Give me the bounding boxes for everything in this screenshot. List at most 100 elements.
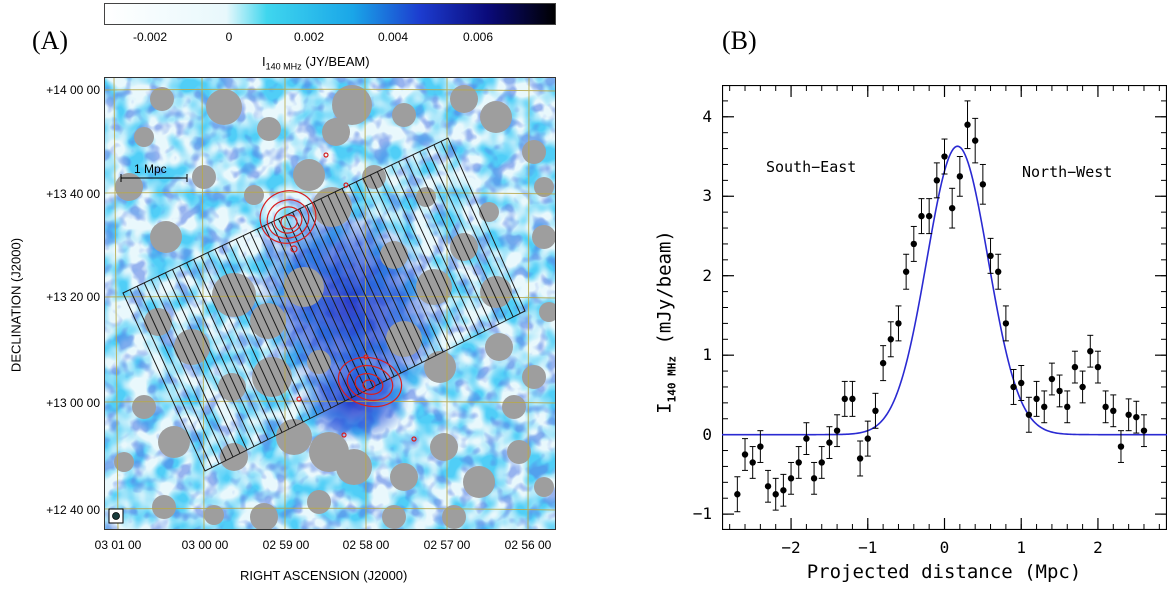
data-point (741, 451, 749, 458)
sector-strip-line (285, 215, 368, 394)
data-point (902, 268, 910, 275)
sector-strip-line (249, 232, 333, 411)
sector-strip-line (221, 245, 305, 425)
sector-strip-line (136, 286, 220, 465)
dec-tick-1: +13 40 00 (46, 187, 100, 201)
scale-bar (120, 174, 188, 182)
map-frame (104, 77, 556, 530)
sector-strip-line (186, 262, 270, 441)
data-point (856, 455, 864, 462)
ra-tick-0: 03 01 00 (94, 538, 142, 552)
data-point (879, 359, 887, 367)
x-tick-label: 1 (1016, 538, 1027, 557)
sector-strip-line (362, 178, 446, 357)
y-tick-label: 3 (702, 186, 712, 206)
ra-tick-4: 02 57 00 (423, 538, 471, 552)
data-point (1087, 348, 1094, 355)
profile-plot (722, 85, 1167, 530)
beam-ellipse (112, 512, 120, 520)
sector-strip-line (341, 188, 425, 367)
x-tick-label: 2 (1093, 538, 1103, 557)
data-point (849, 395, 856, 403)
ra-tick-5: 02 56 00 (504, 538, 552, 552)
sector-strip-line (313, 201, 397, 381)
colorbar (104, 3, 556, 25)
sector-strip-line (193, 259, 277, 438)
sector-strip-line (164, 272, 248, 451)
data-point (987, 252, 994, 260)
dec-tick-4: +12 40 00 (46, 503, 100, 517)
data-point (795, 459, 802, 466)
data-point (1002, 320, 1010, 327)
data-point (1018, 379, 1025, 387)
data-point (833, 427, 841, 434)
data-point (1102, 403, 1109, 411)
y-tick-label: −1 (692, 504, 712, 524)
data-point (933, 177, 941, 184)
data-point (1025, 411, 1033, 418)
cb-title-sub: 140 MHz (265, 61, 302, 72)
annotation-north-west: North−West (1022, 163, 1113, 181)
sector-strip-line (143, 282, 227, 462)
sector-strip-line (306, 205, 390, 384)
sector-strip-line (242, 235, 326, 414)
y-tick-label: 1 (702, 345, 712, 365)
cb-tick-1: 0 (225, 30, 233, 44)
x-tick-label: −1 (858, 538, 878, 557)
gaussian-fit-curve (722, 145, 1167, 436)
dec-tick-0: +14 00 00 (46, 83, 100, 97)
data-point (1071, 363, 1079, 371)
sector-boundary (122, 137, 526, 472)
data-point (1010, 383, 1017, 391)
data-point (1048, 375, 1056, 383)
sector-strip-line (157, 275, 241, 455)
dec-tick-3: +13 00 00 (46, 396, 100, 410)
panel-b-label: (B) (722, 26, 757, 55)
data-point (895, 320, 902, 327)
data-point (1033, 395, 1040, 403)
sector-strip-line (235, 238, 319, 418)
y-axis-title-main: I (653, 402, 676, 414)
x-tick-label: 0 (939, 538, 950, 557)
data-point (810, 475, 818, 482)
sector-strip-line (376, 171, 460, 350)
panel-a-label: (A) (32, 26, 69, 55)
cb-tick-3: 0.004 (377, 30, 409, 44)
cb-title-unit: (JY/BEAM) (305, 54, 370, 69)
sector-strip-line (369, 174, 453, 354)
scale-bar-label: 1 Mpc (134, 162, 167, 176)
data-point (918, 212, 925, 220)
dec-axis-title: DECLINATION (J2000) (8, 237, 24, 373)
sector-strip-line (327, 195, 411, 374)
sector-strip-line (383, 168, 467, 347)
sector-strip-line (277, 218, 361, 398)
sector-strip-line (200, 255, 284, 435)
dec-tick-2: +13 20 00 (46, 290, 100, 304)
data-point (1056, 387, 1063, 395)
data-point (995, 268, 1002, 275)
cb-tick-0: -0.002 (132, 30, 168, 44)
data-point (1041, 403, 1048, 411)
sector-strip-line (412, 154, 496, 334)
y-tick-label: 0 (702, 424, 712, 444)
sector-strip-line (214, 248, 298, 428)
sector-strip-line (440, 141, 524, 320)
data-point (971, 137, 979, 144)
y-axis-title: I140 MHz (mJy/beam) (654, 230, 679, 414)
contours-south (296, 354, 417, 442)
ra-axis-title: RIGHT ASCENSION (J2000) (240, 568, 408, 583)
sector-strip-line (391, 164, 474, 344)
data-point (910, 240, 918, 248)
data-point (818, 459, 825, 466)
data-point (872, 407, 879, 415)
ra-tick-1: 03 00 00 (181, 538, 229, 552)
annotation-south-east: South−East (766, 158, 857, 176)
sector-strip-line (398, 161, 481, 340)
data-point (780, 487, 787, 494)
sector-strip-line (419, 151, 503, 330)
sector-strip-line (426, 147, 510, 327)
colorbar-gradient (104, 3, 556, 25)
cb-tick-2: 0.002 (293, 30, 325, 44)
sector-strip-line (320, 198, 404, 377)
x-tick-label: −2 (781, 538, 801, 557)
